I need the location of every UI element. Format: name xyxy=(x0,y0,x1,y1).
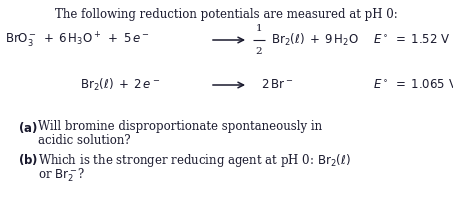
Text: $\mathrm{BrO_3^-}$$\;+\;$$\mathrm{6\,H_3O^+}$$\;+\;$$5\,e^-$: $\mathrm{BrO_3^-}$$\;+\;$$\mathrm{6\,H_3… xyxy=(5,31,150,49)
Text: The following reduction potentials are measured at pH 0:: The following reduction potentials are m… xyxy=(55,8,397,21)
Text: Will bromine disproportionate spontaneously in: Will bromine disproportionate spontaneou… xyxy=(38,120,322,133)
Text: or $\mathrm{Br_2^-}$?: or $\mathrm{Br_2^-}$? xyxy=(38,166,86,184)
Text: $E^\circ\;=\;1.52\ \mathrm{V}$: $E^\circ\;=\;1.52\ \mathrm{V}$ xyxy=(373,33,451,47)
Text: $\mathbf{(a)}$: $\mathbf{(a)}$ xyxy=(18,120,38,135)
Text: $\mathrm{Br_2(\ell)\;+\;9\,H_2O}$: $\mathrm{Br_2(\ell)\;+\;9\,H_2O}$ xyxy=(271,32,359,48)
Text: Which is the stronger reducing agent at pH 0: $\mathrm{Br_2(\ell)}$: Which is the stronger reducing agent at … xyxy=(38,152,351,169)
Text: $E^\circ\;=\;1.065\ \mathrm{V}$: $E^\circ\;=\;1.065\ \mathrm{V}$ xyxy=(373,78,453,92)
Text: $\mathbf{(b)}$: $\mathbf{(b)}$ xyxy=(18,152,38,167)
Text: $\mathrm{2\,Br^-}$: $\mathrm{2\,Br^-}$ xyxy=(261,78,293,92)
Text: 2: 2 xyxy=(255,47,262,56)
Text: $\mathrm{Br_2(\ell)\;+\;2\,}e^-$: $\mathrm{Br_2(\ell)\;+\;2\,}e^-$ xyxy=(80,77,160,93)
Text: 1: 1 xyxy=(255,24,262,33)
Text: acidic solution?: acidic solution? xyxy=(38,134,130,147)
